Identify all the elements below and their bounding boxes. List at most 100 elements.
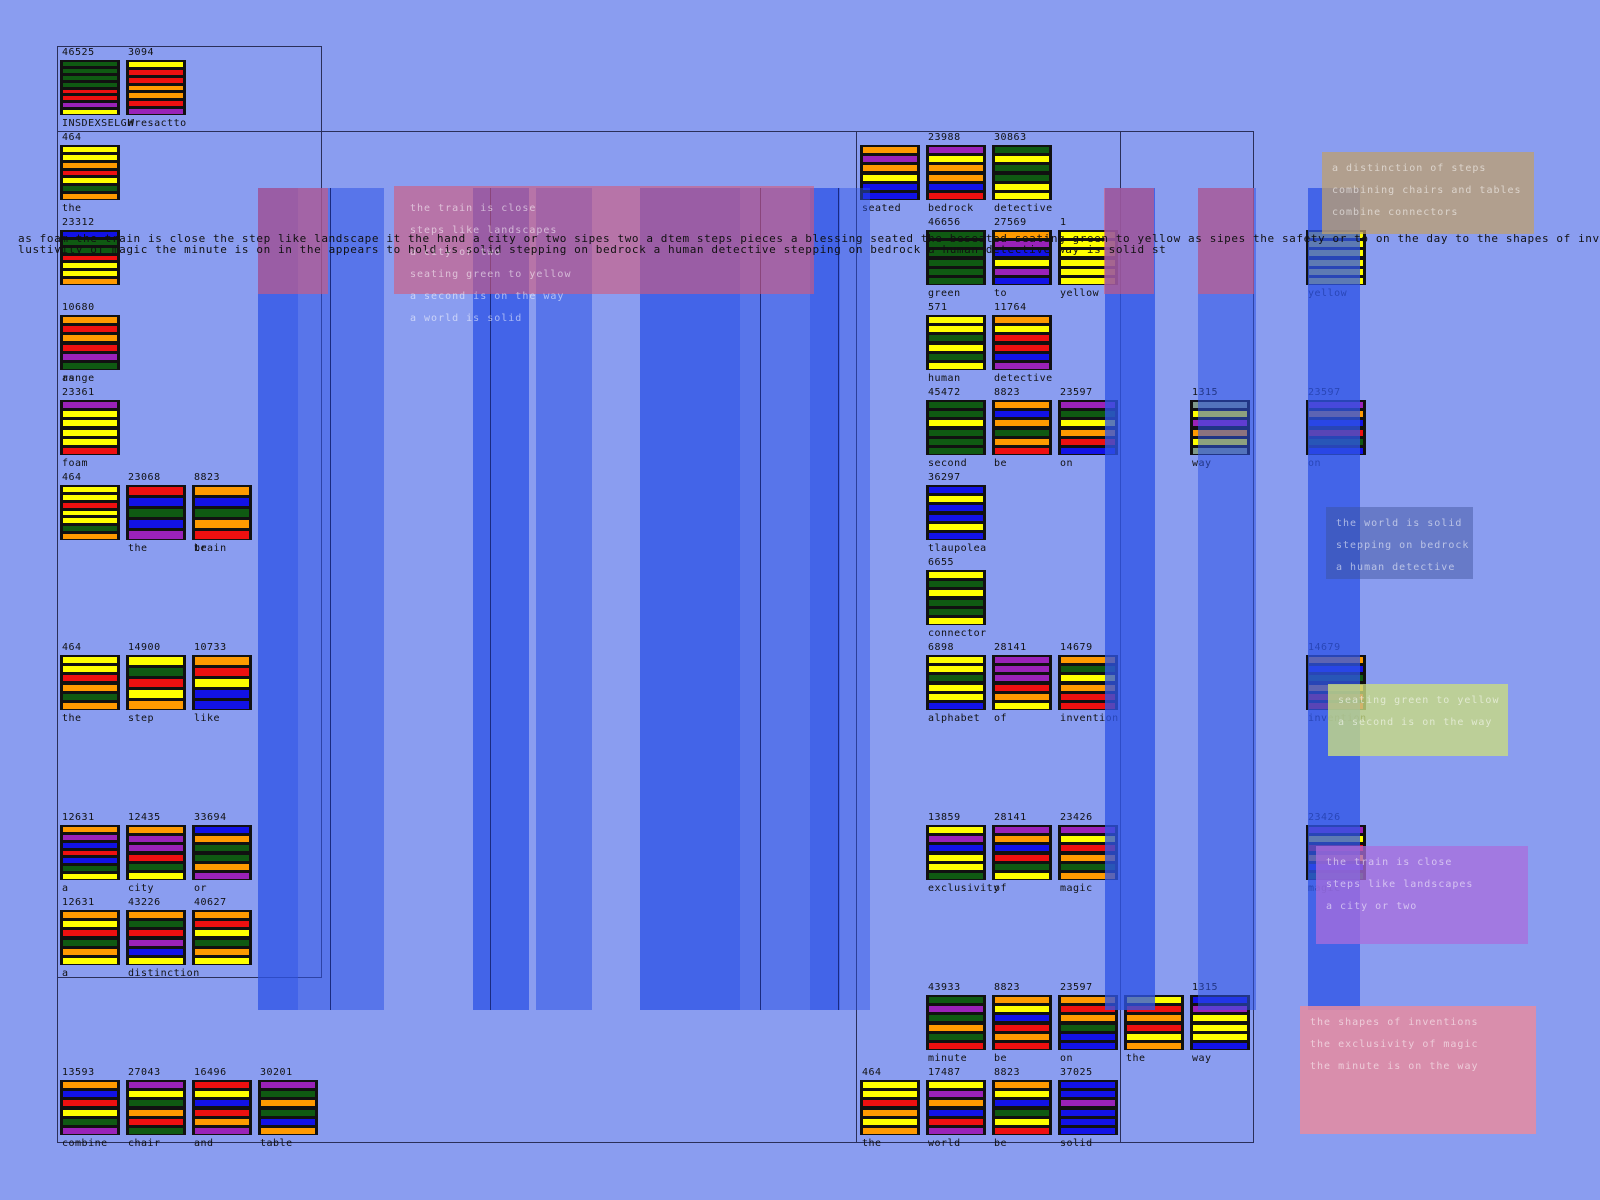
color-bar: [995, 996, 1049, 1004]
cell: 14900 step: [126, 643, 186, 725]
cell-word: and: [194, 1138, 214, 1149]
cell-word: foam: [62, 458, 89, 469]
color-bar: [863, 173, 917, 181]
cell-word: chair: [128, 1138, 161, 1149]
bar-stack: [926, 655, 986, 710]
color-bar: [63, 947, 117, 955]
color-bar: [63, 826, 117, 832]
cell-word: a: [62, 883, 69, 894]
cell-word: the: [1126, 1053, 1146, 1064]
color-bar: [995, 343, 1049, 351]
color-bar: [1061, 674, 1115, 682]
color-bar: [63, 238, 117, 245]
color-bar: [63, 146, 117, 152]
glitch-column: [810, 188, 840, 1010]
color-bar: [1061, 240, 1115, 248]
bar-stack: [60, 145, 120, 200]
cell: 46656 green: [926, 218, 986, 300]
color-bar: [929, 589, 983, 597]
color-bar: [863, 1117, 917, 1125]
cell-word: human: [928, 373, 961, 384]
cell: seated: [860, 133, 920, 215]
color-bar: [929, 1099, 983, 1107]
color-bar: [995, 1117, 1049, 1125]
bar-stack: [60, 1080, 120, 1135]
color-bar: [195, 1117, 249, 1125]
color-bar: [63, 517, 117, 524]
color-bar: [863, 1081, 917, 1089]
color-bar: [995, 276, 1049, 284]
color-bar: [929, 580, 983, 588]
color-bar: [63, 169, 117, 176]
color-bar: [1127, 1041, 1181, 1049]
color-bar: [63, 493, 117, 500]
column-line: [330, 188, 331, 1010]
color-bar: [929, 571, 983, 579]
bar-stack: [926, 570, 986, 625]
color-bar: [63, 153, 117, 160]
color-bar: [63, 833, 117, 840]
cell-number: 37025: [1060, 1067, 1093, 1078]
pink-band: [258, 188, 328, 294]
bar-stack: [192, 910, 252, 965]
cell-word: world: [928, 1138, 961, 1149]
color-bar: [863, 155, 917, 163]
color-bar: [1061, 231, 1115, 239]
cell-word: connector: [928, 628, 987, 639]
cell: 30863 detective: [992, 133, 1052, 215]
color-bar: [1061, 1032, 1115, 1040]
color-bar: [195, 519, 249, 528]
cell-word: table: [260, 1138, 293, 1149]
bar-stack: [192, 485, 252, 540]
color-bar: [929, 182, 983, 190]
cell-number: 8823: [994, 982, 1021, 993]
bar-stack: [60, 655, 120, 710]
color-bar: [1061, 996, 1115, 1004]
cell-number: 12435: [128, 812, 161, 823]
color-bar: [929, 513, 983, 521]
color-bar: [929, 240, 983, 248]
color-bar: [995, 191, 1049, 199]
bar-stack: [258, 1080, 318, 1135]
color-bar: [129, 1126, 183, 1134]
bar-stack: [926, 825, 986, 880]
bar-stack: [992, 315, 1052, 370]
color-bar: [929, 155, 983, 163]
bar-stack: [926, 315, 986, 370]
cell: 13859 exclusivity: [926, 813, 999, 895]
cell: 8823 be: [992, 983, 1052, 1065]
color-bar: [63, 920, 117, 928]
bar-stack: [992, 145, 1052, 200]
color-bar: [995, 701, 1049, 709]
color-bar: [63, 1117, 117, 1125]
cell-word: way: [1192, 1053, 1212, 1064]
color-bar: [929, 1041, 983, 1049]
color-bar: [261, 1090, 315, 1098]
color-bar: [1193, 1041, 1247, 1049]
cell-word: a: [62, 968, 69, 979]
color-bar: [63, 109, 117, 114]
color-bar: [129, 1117, 183, 1125]
color-bar: [1061, 656, 1115, 664]
overlay-box: the world is solid stepping on bedrock a h…: [1326, 507, 1473, 579]
overlay-text: steps like landscapes: [410, 225, 558, 236]
color-bar: [929, 146, 983, 154]
color-bar: [1061, 1108, 1115, 1116]
overlay-text: seating green to yellow: [410, 269, 572, 280]
color-bar: [261, 1126, 315, 1134]
bar-stack: [192, 1080, 252, 1135]
color-bar: [129, 497, 183, 506]
color-bar: [195, 508, 249, 517]
color-bar: [63, 1108, 117, 1116]
bar-stack: [860, 1080, 920, 1135]
color-bar: [63, 683, 117, 691]
color-bar: [195, 929, 249, 937]
bar-stack: [992, 825, 1052, 880]
color-bar: [1061, 446, 1115, 454]
cell-number: 464: [62, 642, 82, 653]
cell: as: [60, 303, 120, 385]
cell: 464 the: [60, 133, 120, 215]
phrase-line: lustivity of magic the minute is on in t…: [18, 243, 1167, 256]
color-bar: [995, 352, 1049, 360]
color-bar: [129, 92, 183, 99]
